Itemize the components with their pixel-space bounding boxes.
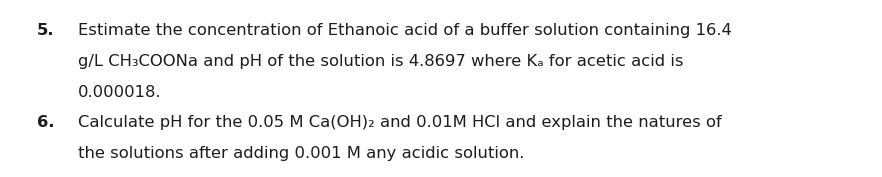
Text: 5.: 5. <box>37 23 55 38</box>
Text: Calculate pH for the 0.05 M Ca(OH)₂ and 0.01M HCl and explain the natures of: Calculate pH for the 0.05 M Ca(OH)₂ and … <box>78 115 721 130</box>
Text: the solutions after adding 0.001 M any acidic solution.: the solutions after adding 0.001 M any a… <box>78 146 524 161</box>
Text: 6.: 6. <box>37 115 55 130</box>
Text: g/L CH₃COONa and pH of the solution is 4.8697 where Kₐ for acetic acid is: g/L CH₃COONa and pH of the solution is 4… <box>78 54 684 69</box>
Text: Estimate the concentration of Ethanoic acid of a buffer solution containing 16.4: Estimate the concentration of Ethanoic a… <box>78 23 731 38</box>
Text: 0.000018.: 0.000018. <box>78 85 161 100</box>
